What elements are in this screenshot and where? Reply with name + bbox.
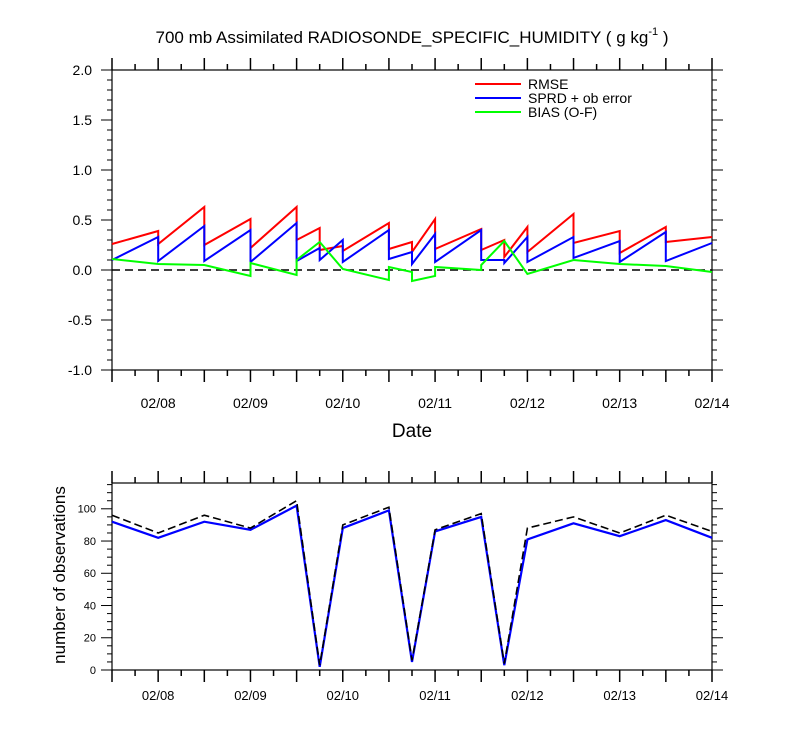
top-panel: 02/08 02/09 02/10 02/11 02/12 02/13 02/14 -1.0 -… (68, 58, 730, 411)
chart-title-end: ) (658, 28, 668, 47)
chart-title: 700 mb Assimilated RADIOSONDE_SPECIFIC_H… (156, 26, 669, 47)
x-tick-label: 02/10 (326, 688, 359, 703)
y-tick-label: 1.0 (73, 162, 93, 178)
y-tick-label: 1.5 (73, 112, 93, 128)
y-tick-label: 80 (84, 536, 96, 548)
y-tick-label: 2.0 (73, 62, 93, 78)
y-tick-label: 0.5 (73, 212, 93, 228)
series-line-assimilated (111, 503, 713, 667)
x-tick-label: 02/09 (233, 395, 268, 411)
chart-title-main: 700 mb Assimilated RADIOSONDE_SPECIFIC_H… (156, 28, 649, 47)
legend-label: BIAS (O-F) (528, 104, 597, 120)
x-tick-label: 02/10 (325, 395, 360, 411)
bottom-y-axis-label: number of observations (50, 486, 69, 664)
x-tick-label: 02/13 (603, 688, 636, 703)
x-tick-label: 02/08 (141, 395, 176, 411)
x-tick-label: 02/12 (510, 395, 545, 411)
y-tick-label: 0.0 (73, 262, 93, 278)
x-tick-label: 02/09 (234, 688, 267, 703)
series-line-bias-o-f (111, 239, 713, 283)
bottom-panel: 02/08 02/09 02/10 02/11 02/12 02/13 02/14 0 20 40… (78, 471, 729, 703)
y-tick-label: -1.0 (68, 362, 92, 378)
x-tick-label: 02/14 (694, 395, 729, 411)
y-tick-label: -0.5 (68, 312, 92, 328)
y-tick-label: 20 (84, 633, 96, 645)
x-tick-label: 02/11 (419, 688, 451, 703)
y-tick-label: 100 (78, 504, 96, 516)
series-line-rmse (111, 204, 713, 260)
x-tick-label: 02/13 (602, 395, 637, 411)
legend-label: RMSE (528, 76, 568, 92)
y-tick-label: 60 (84, 568, 96, 580)
chart-title-superscript: -1 (648, 26, 658, 38)
x-tick-label: 02/08 (142, 688, 175, 703)
y-tick-label: 40 (84, 600, 96, 612)
x-tick-label: 02/12 (511, 688, 544, 703)
series-line-sprd-ob-error (111, 220, 713, 267)
x-tick-label: 02/14 (696, 688, 729, 703)
top-x-axis-label: Date (392, 421, 432, 442)
legend-label: SPRD + ob error (528, 90, 632, 106)
series-line-possible (111, 499, 713, 666)
plot-frame (111, 69, 713, 371)
x-tick-label: 02/11 (418, 395, 452, 411)
plot-frame (111, 482, 713, 671)
y-tick-label: 0 (90, 665, 96, 677)
